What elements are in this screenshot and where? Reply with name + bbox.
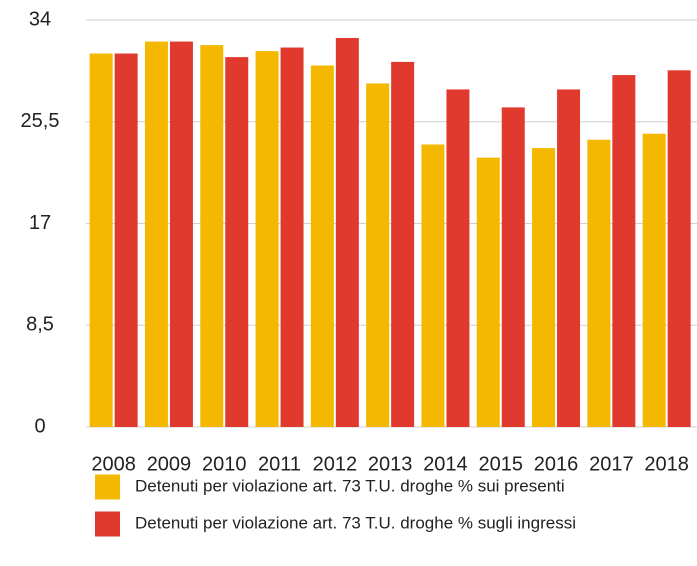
bar bbox=[391, 61, 415, 427]
bar bbox=[200, 45, 224, 427]
bar bbox=[446, 89, 470, 427]
legend-swatch bbox=[95, 474, 120, 500]
legend-label: Detenuti per violazione art. 73 T.U. dro… bbox=[135, 513, 576, 532]
bar bbox=[114, 53, 138, 428]
legend-label: Detenuti per violazione art. 73 T.U. dro… bbox=[135, 476, 565, 495]
x-tick-label: 2015 bbox=[479, 453, 524, 475]
x-tick-label: 2011 bbox=[258, 453, 301, 475]
bar bbox=[225, 57, 249, 427]
y-tick-label: 8,5 bbox=[26, 314, 54, 336]
x-tick-label: 2008 bbox=[91, 453, 136, 475]
bar bbox=[612, 75, 636, 428]
x-tick-label: 2017 bbox=[589, 453, 634, 475]
bar bbox=[280, 47, 304, 428]
x-tick-label: 2016 bbox=[534, 453, 579, 475]
bar bbox=[532, 148, 556, 427]
bar bbox=[587, 139, 611, 428]
bar bbox=[255, 51, 279, 427]
bar bbox=[421, 144, 445, 427]
bar bbox=[310, 65, 334, 428]
bar bbox=[557, 89, 581, 427]
bar bbox=[366, 83, 390, 427]
bar bbox=[642, 133, 666, 427]
bar bbox=[335, 37, 359, 428]
x-tick-label: 2010 bbox=[202, 453, 247, 475]
y-tick-label: 0 bbox=[34, 415, 45, 437]
bar bbox=[89, 53, 113, 428]
bar bbox=[476, 157, 500, 428]
bar bbox=[169, 41, 193, 427]
y-tick-label: 34 bbox=[29, 8, 51, 30]
y-tick-label: 25,5 bbox=[21, 110, 60, 132]
x-tick-label: 2018 bbox=[644, 453, 689, 475]
bar bbox=[667, 70, 691, 427]
x-tick-label: 2009 bbox=[147, 453, 192, 475]
bar bbox=[501, 107, 525, 428]
legend-swatch bbox=[95, 511, 120, 537]
x-tick-label: 2012 bbox=[313, 453, 358, 475]
x-tick-label: 2014 bbox=[423, 453, 468, 475]
y-tick-label: 17 bbox=[29, 212, 51, 234]
x-tick-label: 2013 bbox=[368, 453, 413, 475]
bar bbox=[144, 41, 168, 427]
